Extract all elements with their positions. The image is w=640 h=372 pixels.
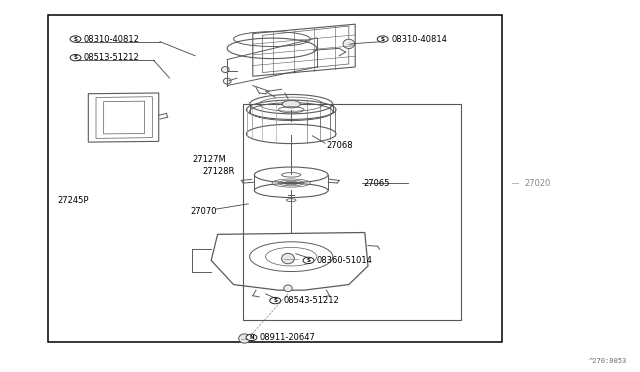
- Text: 08911-20647: 08911-20647: [260, 333, 316, 342]
- Text: N: N: [249, 335, 254, 340]
- Bar: [243, 104, 461, 320]
- Circle shape: [303, 257, 314, 263]
- Text: 27065: 27065: [364, 179, 390, 187]
- Text: 08543-51212: 08543-51212: [284, 296, 339, 305]
- Ellipse shape: [221, 67, 229, 73]
- Text: S: S: [273, 298, 277, 303]
- Text: 27128R: 27128R: [203, 167, 236, 176]
- Ellipse shape: [284, 285, 292, 292]
- Circle shape: [246, 334, 257, 341]
- Circle shape: [270, 298, 280, 304]
- Text: 08310-40812: 08310-40812: [84, 35, 140, 44]
- Ellipse shape: [223, 78, 231, 84]
- Text: S: S: [381, 36, 385, 42]
- Text: 27020: 27020: [525, 179, 551, 187]
- Circle shape: [70, 36, 81, 42]
- Ellipse shape: [282, 100, 300, 108]
- Text: 08310-40814: 08310-40814: [391, 35, 447, 44]
- Text: 27245P: 27245P: [58, 196, 89, 205]
- Text: 27127M: 27127M: [192, 155, 226, 164]
- Text: 27070: 27070: [191, 207, 217, 216]
- Ellipse shape: [282, 253, 294, 264]
- Text: S: S: [74, 36, 77, 42]
- Text: S: S: [307, 258, 310, 263]
- Circle shape: [70, 55, 81, 61]
- Text: S: S: [74, 55, 77, 60]
- Bar: [48, 15, 502, 342]
- Circle shape: [378, 36, 388, 42]
- Text: 08360-51014: 08360-51014: [317, 256, 372, 265]
- Text: 27068: 27068: [326, 141, 353, 150]
- Text: ^270:0053: ^270:0053: [589, 358, 627, 364]
- Text: 08513-51212: 08513-51212: [84, 53, 140, 62]
- Ellipse shape: [343, 39, 355, 48]
- Ellipse shape: [239, 334, 250, 343]
